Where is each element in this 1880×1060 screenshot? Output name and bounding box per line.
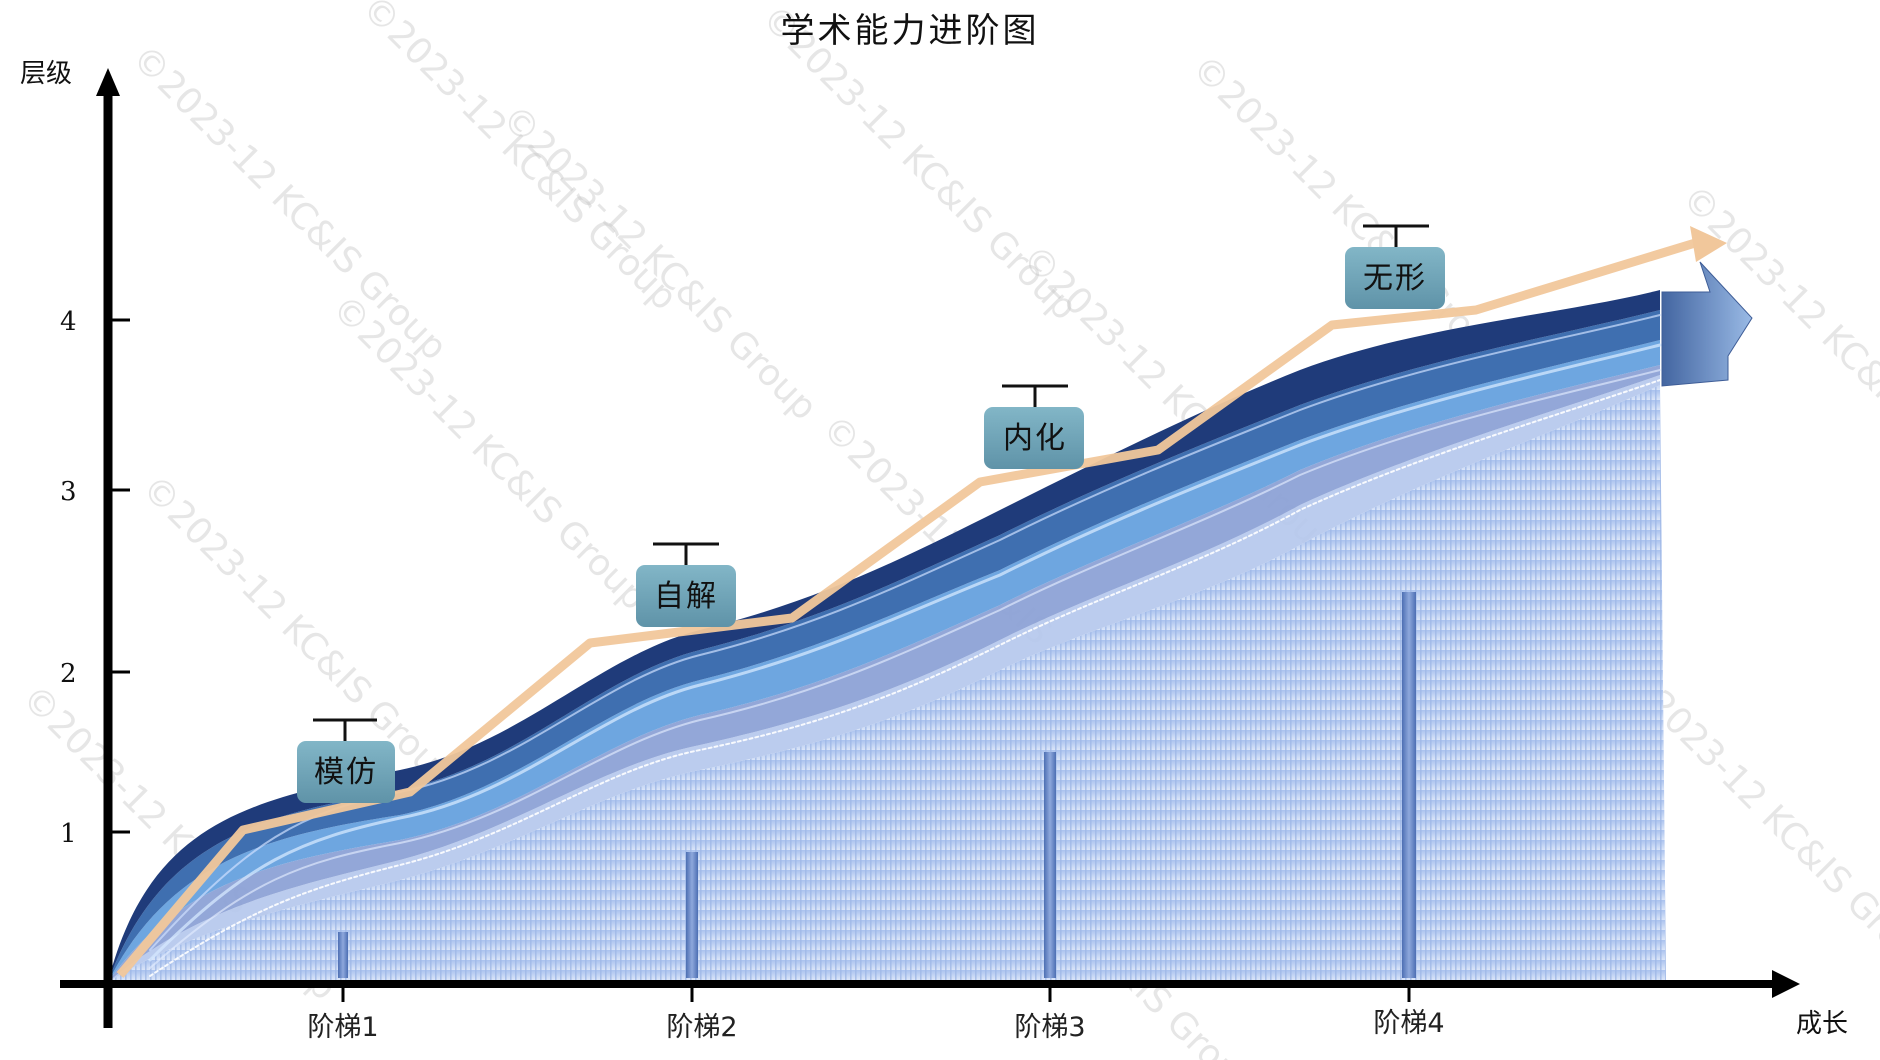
- chart-title: 学术能力进阶图: [781, 11, 1040, 51]
- band-highlights: [148, 314, 1662, 977]
- stage-badge: [636, 565, 736, 627]
- watermark-text: ©2023-12 KC&IS Group: [494, 97, 825, 428]
- stage-marker-4: 无形: [1345, 224, 1445, 309]
- trend-arrow-head: [1690, 226, 1727, 262]
- y-tick-label: 3: [60, 477, 77, 507]
- y-axis-title: 层级: [20, 59, 72, 89]
- band-pale: [108, 375, 1660, 982]
- step-bar: [686, 852, 698, 978]
- stage-label: 无形: [1363, 261, 1427, 296]
- growth-arrow-head: [1661, 261, 1753, 387]
- x-axis-title: 成长: [1796, 1009, 1848, 1039]
- step-bar: [1402, 592, 1416, 978]
- band-violet: [108, 365, 1660, 982]
- step-bar: [1044, 752, 1056, 978]
- band-mid: [108, 310, 1660, 982]
- step-bar: [338, 932, 348, 978]
- y-ticks: [108, 318, 130, 834]
- watermark-text: ©2023-12 KC&IS Group: [354, 0, 685, 318]
- watermark-text: ©2023-12 KC&IS Group: [324, 287, 655, 618]
- x-axis-arrow: [1772, 970, 1800, 998]
- stage-label: 模仿: [314, 755, 378, 790]
- trend-line: [116, 235, 1707, 978]
- x-step-label: 阶梯1: [307, 1012, 378, 1043]
- x-step-label: 阶梯2: [666, 1012, 737, 1043]
- stage-marker-2: 自解: [636, 542, 736, 627]
- x-step-label: 阶梯4: [1373, 1008, 1444, 1039]
- stage-marker-3: 内化: [984, 384, 1084, 469]
- y-axis-arrow: [96, 68, 120, 96]
- y-tick-label: 2: [60, 659, 77, 689]
- stage-label: 自解: [654, 579, 718, 614]
- x-step-label: 阶梯3: [1014, 1012, 1085, 1043]
- stage-badge: [984, 407, 1084, 469]
- stage-marker-1: 模仿: [297, 718, 395, 803]
- y-tick-label: 4: [60, 307, 77, 337]
- stage-badge: [297, 741, 395, 803]
- stage-label: 内化: [1003, 421, 1067, 456]
- stage-badge: [1345, 247, 1445, 309]
- base-area: [108, 385, 1666, 982]
- y-tick-label: 1: [60, 819, 77, 849]
- x-ticks: [341, 984, 1411, 1002]
- watermark-text: ©2023-12 KC&IS Group: [124, 37, 455, 368]
